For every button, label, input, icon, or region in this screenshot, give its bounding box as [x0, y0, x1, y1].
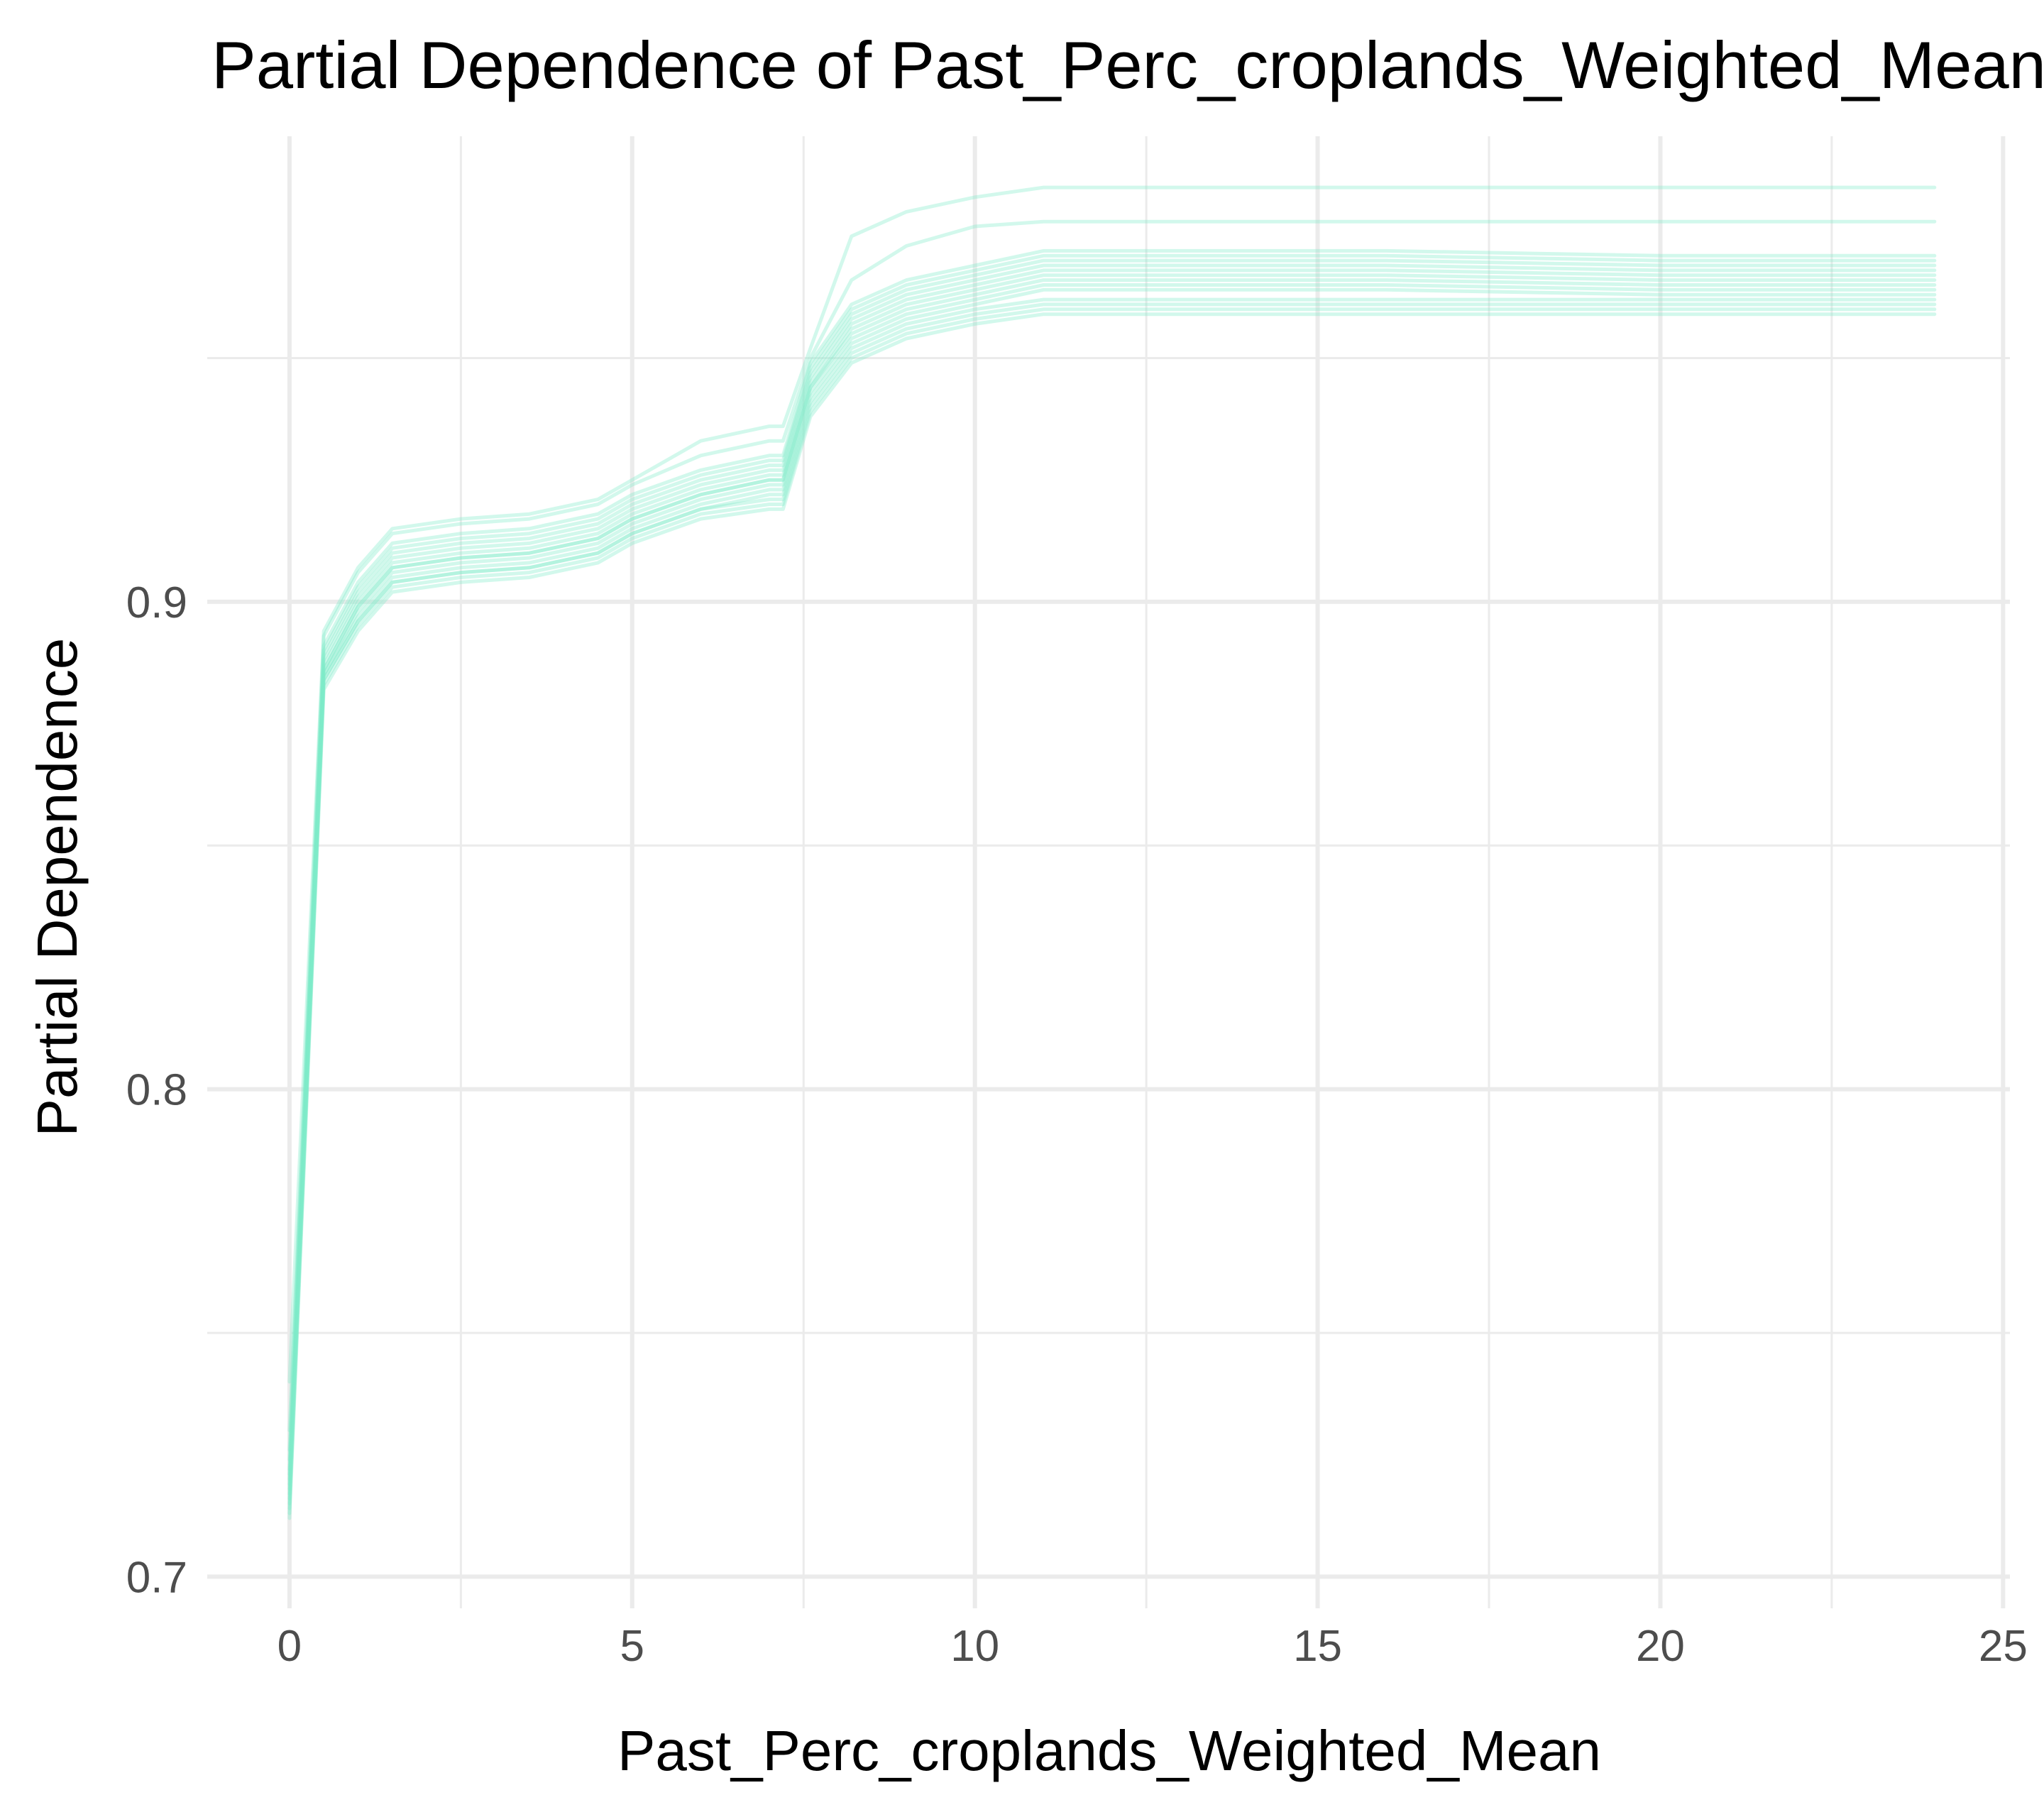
y-tick-label: 0.8 [126, 1066, 187, 1115]
x-tick-label: 25 [1979, 1622, 2028, 1671]
y-tick-label: 0.9 [126, 578, 187, 627]
y-axis-title: Partial Dependence [26, 638, 89, 1137]
x-tick-label: 20 [1636, 1622, 1685, 1671]
x-tick-label: 0 [278, 1622, 302, 1671]
chart-title: Partial Dependence of Past_Perc_cropland… [211, 28, 2044, 102]
x-tick-label: 10 [950, 1622, 999, 1671]
x-tick-label: 5 [620, 1622, 644, 1671]
x-axis-title: Past_Perc_croplands_Weighted_Mean [617, 1719, 1601, 1782]
x-tick-label: 15 [1293, 1622, 1342, 1671]
y-tick-label: 0.7 [126, 1553, 187, 1602]
